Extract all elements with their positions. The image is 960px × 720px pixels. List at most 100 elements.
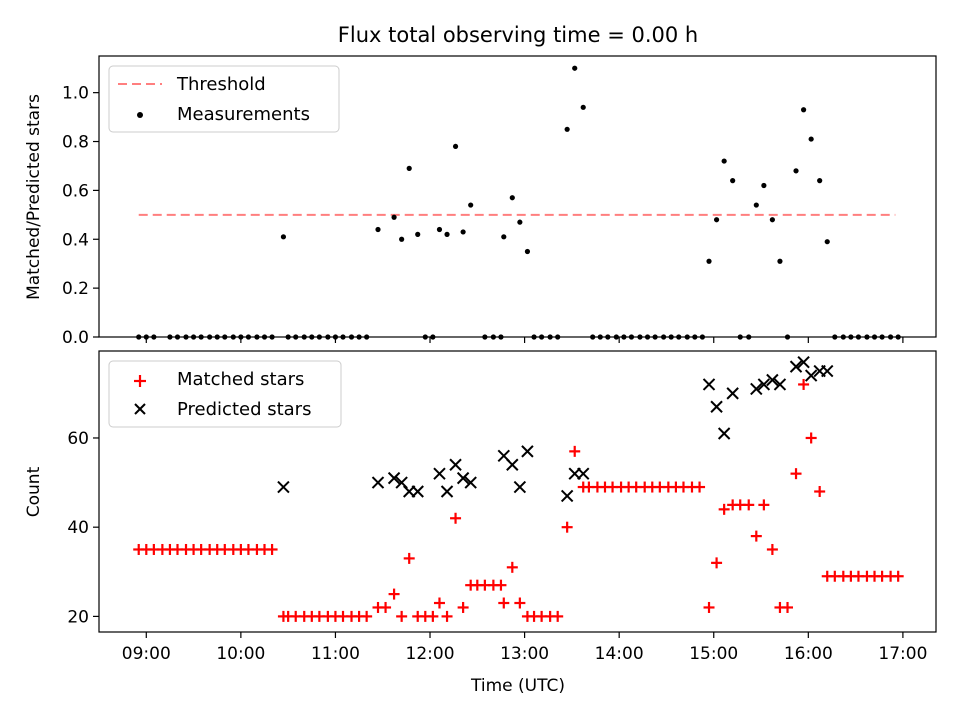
- bottom-plot-area: 20 40 60 09:00 10:00 11:00 12:00 13:00 14:00 15:0…: [67, 355, 927, 664]
- matched-stars-point: [457, 601, 469, 613]
- predicted-stars-point-d2: [506, 458, 519, 471]
- predicted-stars-point-d2: [497, 449, 510, 463]
- predicted-stars-point-d2: [702, 378, 716, 391]
- predicted-stars-point: [506, 458, 519, 471]
- predicted-stars-point: [726, 387, 739, 400]
- predicted-stars-point: [750, 382, 763, 396]
- predicted-stars-point-d2: [277, 480, 290, 494]
- predicted-stars-point-d2: [821, 364, 834, 378]
- measurements-point: [468, 202, 474, 208]
- predicted-stars-point-d2: [757, 378, 771, 391]
- measurements-point: [761, 182, 767, 189]
- predicted-stars-point: [710, 400, 723, 413]
- matched-stars-point: [782, 601, 794, 613]
- measurements-point: [706, 258, 712, 264]
- bottom-x-tick-label: 10:00: [216, 644, 265, 664]
- measurements-point: [415, 231, 421, 237]
- predicted-stars-point: [766, 373, 779, 387]
- matched-stars-point: [388, 588, 400, 600]
- matched-stars-point: [396, 610, 408, 622]
- predicted-stars-point: [717, 427, 731, 440]
- measurements-point: [713, 217, 720, 223]
- measurements-point: [793, 168, 799, 174]
- matched-stars-point: [495, 579, 507, 591]
- predicted-stars-point-d2: [513, 480, 527, 494]
- matched-stars-point: [798, 378, 810, 390]
- measurements-point: [452, 143, 459, 150]
- predicted-stars-point: [433, 467, 446, 480]
- predicted-stars-point: [521, 445, 534, 458]
- bottom-x-tick-label: 17:00: [878, 644, 927, 664]
- bottom-x-tick-label: 12:00: [406, 644, 455, 664]
- measurements-point: [721, 158, 727, 164]
- matched-stars-point: [743, 499, 755, 511]
- predicted-stars-point: [456, 471, 470, 485]
- measurements-point: [460, 229, 466, 235]
- top-legend: Threshold Measurements: [108, 65, 340, 133]
- measurements-point: [777, 258, 783, 264]
- measurements-point: [800, 107, 807, 113]
- matched-stars-legend-swatch: [134, 375, 146, 387]
- top-y-tick-label: 0.2: [62, 279, 89, 299]
- matched-stars-point: [694, 481, 706, 493]
- predicted-stars-point-d2: [521, 445, 534, 458]
- measurements-point: [399, 236, 405, 242]
- predicted-stars-point-d2: [773, 378, 787, 391]
- measurements-point: [375, 226, 381, 233]
- matched-stars-point: [569, 445, 581, 457]
- matched-stars-point: [718, 503, 730, 515]
- measurements-point: [564, 126, 570, 132]
- predicted-stars-point-d2: [440, 485, 454, 498]
- predicted-stars-point: [804, 369, 818, 382]
- measurements-point: [509, 195, 515, 201]
- matched-stars-point: [380, 601, 392, 613]
- matched-stars-point: [892, 570, 904, 582]
- predicted-stars-point-d2: [717, 427, 731, 440]
- bottom-y-tick-label: 60: [67, 429, 89, 449]
- predicted-stars-point: [411, 485, 424, 498]
- predicted-stars-point-d2: [750, 382, 763, 396]
- top-y-tick-label: 0.8: [62, 133, 89, 153]
- predicted-stars-point-d2: [797, 355, 810, 369]
- predicted-stars-legend-swatch: [134, 403, 146, 415]
- matched-stars-point: [758, 499, 770, 511]
- measurements-point: [444, 231, 450, 237]
- matched-stars-point: [814, 486, 826, 497]
- matched-stars-point: [514, 597, 526, 609]
- predicted-stars-point-d2: [456, 471, 470, 485]
- measurements-point: [824, 239, 830, 245]
- predicted-stars-point-d2: [560, 489, 574, 503]
- matched-stars-point: [441, 610, 453, 622]
- measurements-point: [406, 165, 412, 171]
- measurements-point: [572, 65, 578, 71]
- bottom-x-tick-label: 13:00: [500, 644, 549, 664]
- predicted-stars-point-d2: [387, 471, 401, 485]
- matched-stars-point: [703, 601, 715, 613]
- measurements-point: [517, 219, 523, 225]
- matched-stars-point: [266, 543, 278, 555]
- matched-stars-legend-label: Matched stars: [177, 369, 304, 390]
- predicted-stars-point: [577, 467, 590, 480]
- predicted-stars-point: [702, 378, 716, 391]
- measurements-point: [280, 234, 287, 240]
- predicted-stars-point-d2: [395, 476, 408, 489]
- predicted-stars-point: [387, 471, 401, 485]
- matched-stars-point: [805, 432, 817, 444]
- threshold-legend-label: Threshold: [176, 74, 266, 95]
- predicted-stars-point: [757, 378, 771, 391]
- bottom-legend-box: [108, 360, 342, 428]
- matched-stars-point: [506, 561, 518, 573]
- bottom-x-tick-label: 16:00: [784, 644, 833, 664]
- bottom-x-tick-label: 15:00: [689, 644, 738, 664]
- predicted-stars-point-d2: [804, 369, 818, 382]
- bottom-x-tick-label: 11:00: [311, 644, 360, 664]
- predicted-stars-point-d2: [433, 467, 446, 480]
- top-y-tick-label: 0.6: [62, 181, 89, 201]
- matched-stars-point: [561, 521, 573, 533]
- predicted-stars-point: [464, 476, 477, 489]
- top-y-tick-label: 1.0: [62, 84, 89, 104]
- bottom-axes-frame: [98, 350, 937, 633]
- matched-stars-point: [552, 610, 564, 622]
- predicted-stars-point: [513, 480, 527, 494]
